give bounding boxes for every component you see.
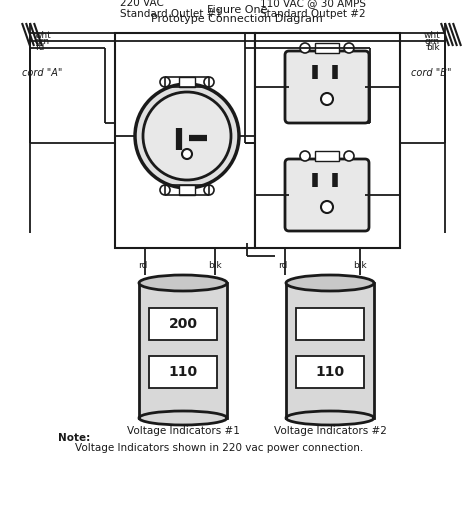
Circle shape	[344, 43, 354, 53]
Ellipse shape	[139, 411, 227, 425]
Text: 200: 200	[168, 317, 198, 331]
Text: cord "B": cord "B"	[411, 68, 452, 78]
FancyBboxPatch shape	[285, 159, 369, 231]
Text: rd: rd	[35, 43, 45, 51]
Bar	[139, 283, 227, 418]
Text: rd: rd	[278, 261, 288, 270]
Ellipse shape	[286, 411, 374, 425]
Text: Voltage Indicators shown in 220 vac power connection.: Voltage Indicators shown in 220 vac powe…	[75, 443, 363, 453]
Bar	[115, 33, 255, 248]
Ellipse shape	[139, 275, 227, 291]
Text: grn: grn	[35, 36, 50, 46]
Ellipse shape	[286, 275, 374, 291]
Circle shape	[143, 92, 231, 180]
Text: Voltage Indicators #2: Voltage Indicators #2	[273, 426, 386, 436]
Circle shape	[300, 151, 310, 161]
Bar	[149, 308, 217, 340]
Text: blk: blk	[353, 261, 367, 270]
Text: 110: 110	[168, 365, 198, 379]
Text: 110 VAC @ 30 AMPS: 110 VAC @ 30 AMPS	[260, 0, 366, 8]
Circle shape	[204, 185, 214, 195]
Circle shape	[182, 149, 192, 159]
Text: blk: blk	[208, 261, 222, 270]
Circle shape	[300, 43, 310, 53]
Bar	[179, 185, 195, 195]
Circle shape	[135, 84, 239, 188]
Text: blk: blk	[427, 43, 440, 51]
Bar	[315, 151, 339, 161]
Bar	[255, 33, 400, 248]
Text: 220 VAC: 220 VAC	[120, 0, 164, 8]
Bar	[179, 77, 195, 87]
Circle shape	[321, 201, 333, 213]
Circle shape	[344, 151, 354, 161]
Text: wht: wht	[35, 30, 52, 40]
Circle shape	[160, 185, 170, 195]
Text: rd: rd	[138, 261, 148, 270]
Bar	[315, 43, 339, 53]
Circle shape	[204, 77, 214, 87]
Text: 110: 110	[315, 365, 345, 379]
Text: Standard Outlet #1: Standard Outlet #1	[120, 9, 222, 19]
Text: cord "A": cord "A"	[22, 68, 63, 78]
Bar	[149, 356, 217, 388]
Text: grn: grn	[425, 36, 440, 46]
Circle shape	[321, 93, 333, 105]
Bar	[296, 356, 364, 388]
Bar	[296, 308, 364, 340]
Text: Figure One: Figure One	[207, 5, 267, 15]
Text: Prototype Connection Diagram: Prototype Connection Diagram	[151, 14, 323, 24]
Text: Voltage Indicators #1: Voltage Indicators #1	[127, 426, 239, 436]
Text: wht: wht	[423, 30, 440, 40]
FancyBboxPatch shape	[285, 51, 369, 123]
Text: Note:: Note:	[58, 433, 90, 443]
Circle shape	[160, 77, 170, 87]
Bar	[286, 283, 374, 418]
Text: Standard Outpet #2: Standard Outpet #2	[260, 9, 365, 19]
